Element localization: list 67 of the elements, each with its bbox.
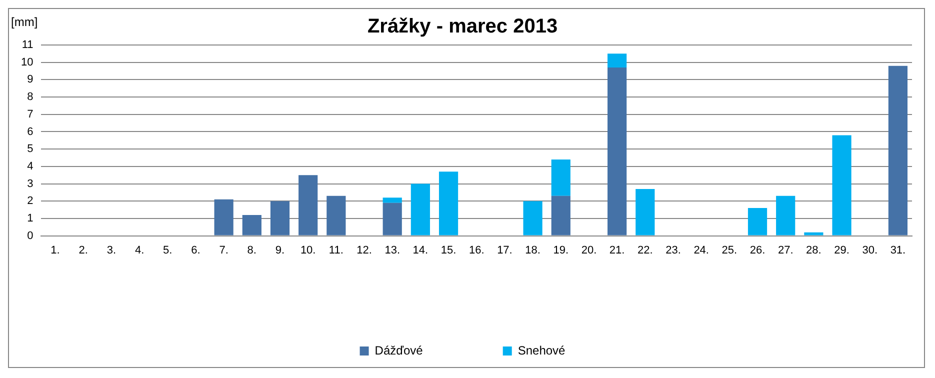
- y-tick-label: 10: [20, 56, 34, 68]
- y-tick-label: 0: [27, 230, 34, 242]
- y-tick-label: 9: [27, 74, 34, 86]
- legend-label: Dážďové: [374, 343, 424, 358]
- bar: [551, 196, 570, 236]
- x-tick-label: 21.: [609, 244, 625, 256]
- x-tick-label: 9.: [275, 244, 285, 256]
- x-tick-label: 2.: [78, 244, 88, 256]
- x-tick-label: 30.: [862, 244, 878, 256]
- x-tick-label: 13.: [384, 244, 400, 256]
- y-tick-label: 4: [27, 160, 34, 172]
- x-tick-label: 22.: [638, 244, 653, 256]
- x-tick-label: 31.: [890, 244, 906, 256]
- x-tick-label: 27.: [778, 244, 794, 256]
- x-tick-label: 29.: [834, 244, 850, 256]
- x-tick-label: 20.: [581, 244, 597, 256]
- x-tick-label: 15.: [440, 244, 456, 256]
- x-tick-label: 4.: [134, 244, 144, 256]
- x-tick-label: 6.: [191, 244, 200, 256]
- x-tick-label: 5.: [163, 244, 172, 256]
- x-tick-label: 11.: [328, 244, 344, 256]
- y-tick-label: 6: [27, 126, 34, 138]
- bar: [410, 184, 430, 236]
- y-tick-label: 3: [27, 178, 34, 190]
- x-tick-label: 18.: [525, 244, 540, 256]
- y-axis-title: [mm]: [11, 15, 38, 29]
- bar: [523, 201, 542, 236]
- y-tick-label: 11: [22, 39, 34, 52]
- x-tick-label: 23.: [666, 244, 681, 256]
- bar: [242, 214, 262, 236]
- x-tick-label: 1.: [50, 244, 60, 256]
- y-tick-label: 8: [27, 91, 34, 104]
- x-tick-label: 19.: [553, 244, 569, 256]
- x-tick-label: 7.: [219, 244, 228, 256]
- x-tick-label: 10.: [300, 244, 316, 256]
- bar: [382, 198, 402, 203]
- bar: [551, 159, 570, 196]
- bar: [270, 201, 290, 236]
- y-tick-label: 2: [27, 195, 34, 208]
- legend-label: Snehové: [518, 343, 566, 358]
- bar: [326, 196, 346, 236]
- y-tick-label: 5: [27, 143, 34, 156]
- x-tick-label: 24.: [694, 244, 709, 256]
- x-tick-label: 8.: [247, 244, 256, 256]
- x-tick-label: 12.: [356, 244, 372, 256]
- x-tick-label: 28.: [806, 244, 822, 256]
- bar: [214, 199, 234, 236]
- bar: [382, 202, 402, 236]
- x-tick-label: 16.: [468, 244, 484, 256]
- bar: [608, 68, 627, 236]
- bar: [748, 208, 768, 236]
- bar: [776, 196, 796, 236]
- bar: [888, 66, 908, 236]
- x-tick-label: 26.: [750, 244, 766, 256]
- bar: [608, 54, 627, 68]
- y-tick-label: 1: [27, 212, 34, 224]
- bar: [298, 175, 318, 236]
- bar: [636, 188, 655, 236]
- x-tick-label: 17.: [497, 244, 512, 256]
- chart-title: Zrážky - marec 2013: [367, 16, 558, 38]
- x-tick-label: 3.: [106, 244, 116, 256]
- bar: [804, 232, 824, 236]
- x-tick-label: 25.: [722, 244, 738, 256]
- x-tick-label: 14.: [412, 244, 428, 256]
- y-tick-label: 7: [27, 108, 34, 120]
- bar: [438, 172, 458, 236]
- bar: [832, 135, 852, 236]
